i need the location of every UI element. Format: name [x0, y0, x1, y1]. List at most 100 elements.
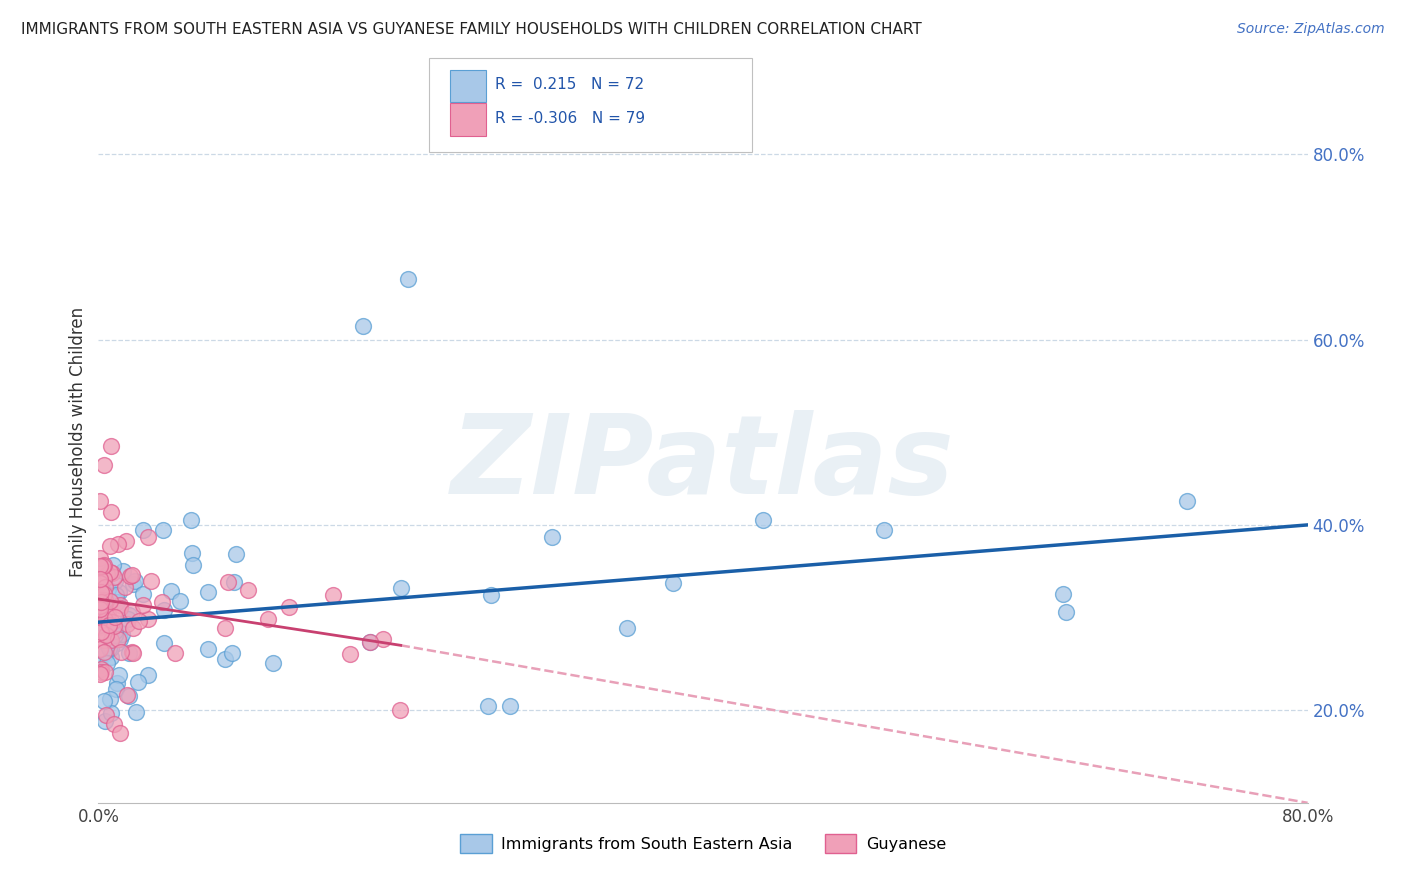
Point	[108, 584, 131, 599]
Text: R =  0.215   N = 72: R = 0.215 N = 72	[495, 77, 644, 92]
Point	[389, 703, 412, 717]
Point	[103, 569, 125, 583]
Point	[108, 598, 131, 612]
Point	[89, 620, 111, 634]
Point	[96, 613, 118, 627]
Point	[104, 624, 127, 638]
Point	[93, 458, 115, 472]
Text: IMMIGRANTS FROM SOUTH EASTERN ASIA VS GUYANESE FAMILY HOUSEHOLDS WITH CHILDREN C: IMMIGRANTS FROM SOUTH EASTERN ASIA VS GU…	[21, 22, 922, 37]
Point	[89, 572, 111, 586]
Point	[89, 559, 111, 574]
Point	[93, 632, 115, 647]
Point	[89, 551, 111, 566]
Point	[89, 592, 111, 607]
Point	[89, 658, 111, 673]
Point	[257, 612, 280, 626]
Point	[132, 523, 155, 537]
Point	[98, 539, 121, 553]
Point	[112, 564, 135, 578]
Point	[91, 604, 114, 618]
Point	[277, 600, 299, 615]
Point	[108, 632, 131, 646]
Point	[93, 714, 115, 728]
Point	[97, 607, 120, 621]
Point	[101, 558, 124, 573]
Point	[89, 606, 111, 620]
Point	[121, 567, 143, 582]
Point	[103, 619, 125, 633]
Point	[339, 647, 361, 661]
Point	[91, 559, 114, 574]
Point	[131, 587, 153, 601]
Point	[197, 585, 219, 599]
Point	[1054, 605, 1077, 619]
Point	[114, 534, 136, 549]
Point	[150, 595, 173, 609]
Point	[93, 573, 115, 587]
Point	[104, 610, 127, 624]
Point	[90, 662, 112, 676]
Point	[100, 634, 122, 648]
Point	[359, 635, 381, 649]
Point	[89, 642, 111, 657]
Point	[108, 726, 131, 740]
Point	[93, 645, 115, 659]
Point	[136, 668, 159, 682]
Point	[371, 632, 394, 647]
Point	[352, 318, 374, 333]
Point	[1052, 587, 1074, 601]
Point	[222, 574, 245, 589]
Point	[94, 618, 117, 632]
Point	[661, 575, 683, 590]
Point	[89, 494, 111, 508]
Point	[108, 600, 131, 615]
Point	[96, 657, 118, 671]
Point	[153, 603, 176, 617]
Point	[160, 584, 183, 599]
Point	[197, 641, 219, 656]
Point	[110, 627, 132, 641]
Point	[90, 624, 112, 639]
Point	[98, 594, 121, 608]
Text: Source: ZipAtlas.com: Source: ZipAtlas.com	[1237, 22, 1385, 37]
Point	[396, 272, 419, 286]
Point	[94, 707, 117, 722]
Point	[169, 594, 191, 608]
Point	[96, 566, 118, 581]
Point	[180, 513, 202, 527]
Point	[360, 635, 382, 649]
Point	[98, 566, 121, 580]
Point	[94, 592, 117, 607]
Point	[752, 513, 775, 527]
Point	[118, 689, 141, 703]
Point	[105, 676, 128, 690]
Y-axis label: Family Households with Children: Family Households with Children	[69, 307, 87, 576]
Point	[136, 612, 159, 626]
Point	[89, 599, 111, 614]
Point	[132, 598, 155, 612]
Point	[101, 615, 124, 629]
Point	[128, 615, 150, 629]
Point	[98, 618, 121, 632]
Point	[477, 698, 499, 713]
Point	[389, 581, 412, 595]
Point	[217, 575, 239, 590]
Point	[225, 548, 247, 562]
Point	[105, 589, 128, 603]
Point	[89, 667, 111, 681]
Point	[93, 587, 115, 601]
Point	[100, 566, 122, 581]
Point	[104, 628, 127, 642]
Point	[97, 582, 120, 596]
Point	[616, 621, 638, 635]
Point	[103, 717, 125, 731]
Point	[152, 523, 174, 537]
Point	[100, 505, 122, 519]
Point	[93, 694, 115, 708]
Point	[121, 645, 143, 659]
Point	[110, 644, 132, 658]
Point	[221, 646, 243, 660]
Point	[100, 650, 122, 665]
Point	[105, 595, 128, 609]
Point	[114, 580, 136, 594]
